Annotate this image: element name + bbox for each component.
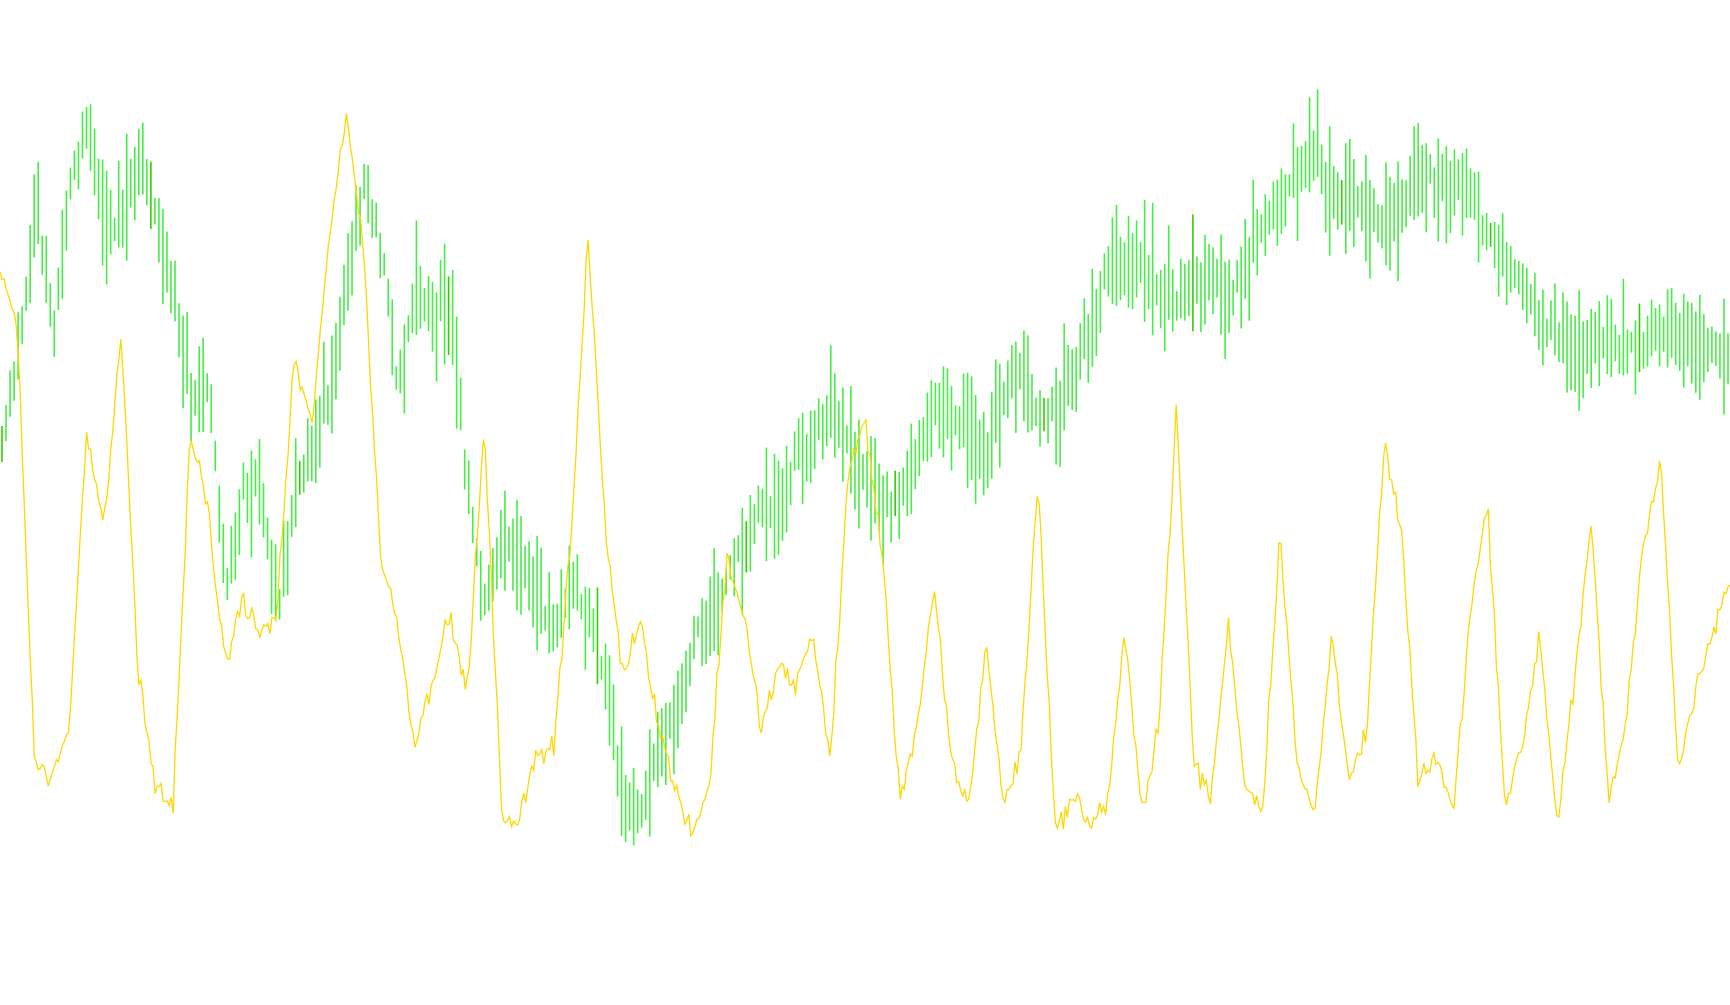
- indicator-line-series: [0, 113, 1730, 838]
- indicator-line: [0, 113, 1730, 838]
- price-bars-series: [1, 89, 1729, 846]
